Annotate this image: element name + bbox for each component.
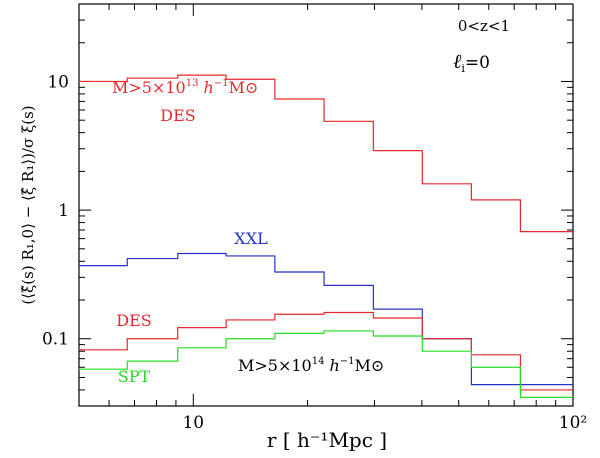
mass-low-label: M>5×1014 h−1M⊙ (238, 356, 384, 375)
y-tick-label-1: 1 (58, 201, 69, 221)
y-axis-label: (⟨ξ̂(s) R₁,0⟩ − ⟨ξ̂ R₁⟩)/σ ξ(s) (19, 105, 37, 304)
x-tick-label-1: 10² (559, 413, 587, 433)
des-upper-label: DES (160, 106, 195, 125)
major-ticks (79, 4, 574, 406)
plot-frame (78, 3, 574, 407)
series-layer (79, 74, 573, 398)
y-tick-label-0: 0.1 (42, 330, 69, 350)
series-line-3 (79, 330, 573, 398)
x-axis-label: r [ h⁻¹Mpc ] (267, 428, 387, 452)
minor-ticks (78, 3, 573, 407)
z-range-label: 0<z<1 (458, 17, 510, 35)
y-tick-label-2: 10 (47, 72, 69, 92)
xxl-label: XXL (234, 229, 268, 248)
mass-high-label: M>5×1013 h−1M⊙ (112, 78, 258, 97)
des-lower-label: DES (116, 311, 151, 330)
ell-label: ℓi=0 (453, 49, 490, 75)
series-line-2 (79, 311, 573, 391)
tick-labels: 10 10² 0.1 1 10 (42, 72, 587, 433)
series-line-0 (79, 74, 573, 233)
spt-label: SPT (118, 367, 151, 386)
series-line-1 (79, 252, 573, 386)
x-tick-label-0: 10 (182, 413, 204, 433)
